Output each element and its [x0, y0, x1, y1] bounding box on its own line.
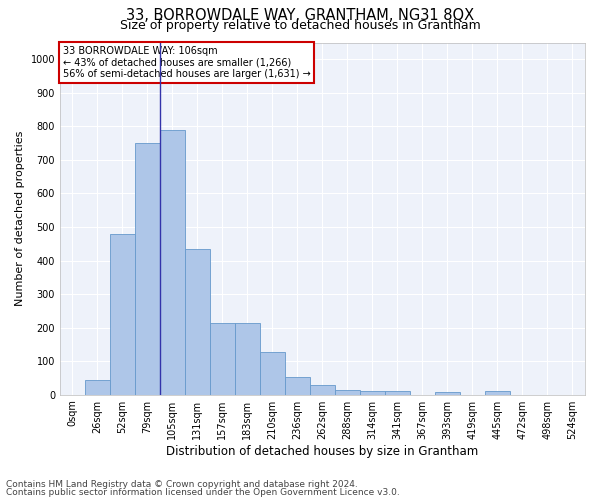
Bar	[485, 392, 510, 394]
Bar	[160, 130, 185, 394]
Bar	[310, 386, 335, 394]
Text: Contains public sector information licensed under the Open Government Licence v3: Contains public sector information licen…	[6, 488, 400, 497]
Y-axis label: Number of detached properties: Number of detached properties	[15, 131, 25, 306]
Bar	[285, 378, 310, 394]
Bar	[385, 392, 410, 394]
Text: 33, BORROWDALE WAY, GRANTHAM, NG31 8QX: 33, BORROWDALE WAY, GRANTHAM, NG31 8QX	[126, 8, 474, 22]
Bar	[135, 143, 160, 395]
Bar	[185, 249, 210, 394]
Bar	[435, 392, 460, 394]
Bar	[85, 380, 110, 394]
Bar	[110, 234, 135, 394]
Bar	[210, 322, 235, 394]
X-axis label: Distribution of detached houses by size in Grantham: Distribution of detached houses by size …	[166, 444, 479, 458]
Bar	[360, 392, 385, 394]
Bar	[260, 352, 285, 395]
Text: Size of property relative to detached houses in Grantham: Size of property relative to detached ho…	[119, 19, 481, 32]
Bar	[335, 390, 360, 394]
Bar	[235, 322, 260, 394]
Text: 33 BORROWDALE WAY: 106sqm
← 43% of detached houses are smaller (1,266)
56% of se: 33 BORROWDALE WAY: 106sqm ← 43% of detac…	[62, 46, 310, 79]
Text: Contains HM Land Registry data © Crown copyright and database right 2024.: Contains HM Land Registry data © Crown c…	[6, 480, 358, 489]
